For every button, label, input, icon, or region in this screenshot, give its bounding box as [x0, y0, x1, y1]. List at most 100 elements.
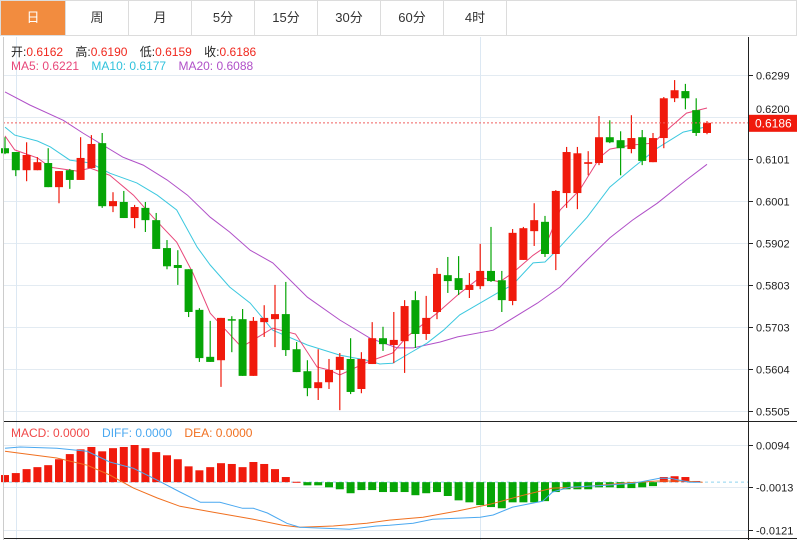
candle-body — [616, 140, 625, 149]
candle — [249, 317, 258, 376]
candle — [562, 146, 571, 208]
candle — [87, 135, 96, 169]
ma-readout: MA5: 0.6221 MA10: 0.6177 MA20: 0.6088 — [11, 59, 253, 73]
candle-body — [562, 152, 571, 194]
candle-body — [227, 319, 236, 321]
macd-bar — [249, 462, 258, 483]
macd-bar — [346, 482, 355, 494]
candle — [130, 204, 139, 229]
macd-bar — [335, 482, 344, 490]
macd-bar — [433, 482, 441, 493]
price-axis-label: 0.5902 — [756, 239, 790, 251]
tab-30min[interactable]: 30分 — [318, 1, 381, 35]
macd-bar — [22, 469, 31, 483]
candle-body — [541, 221, 549, 255]
candle-body — [55, 171, 63, 188]
candle — [238, 309, 247, 376]
macd-bar — [400, 482, 409, 493]
candle — [314, 349, 323, 400]
candle-body — [400, 306, 409, 342]
macd-bar — [454, 482, 463, 501]
candle-body — [638, 137, 647, 161]
candle-body — [530, 220, 539, 232]
candle — [389, 311, 398, 364]
candle — [271, 284, 279, 348]
candle-body — [670, 90, 679, 99]
tab-4hour[interactable]: 4时 — [444, 1, 507, 35]
macd-bar — [314, 482, 323, 486]
macd-bar — [76, 449, 85, 483]
candle — [109, 192, 117, 213]
candle — [616, 131, 625, 176]
candle-body — [443, 275, 452, 282]
macd-bar — [325, 482, 333, 488]
candle-body — [433, 273, 441, 312]
macd-bar — [119, 446, 128, 483]
tab-day[interactable]: 日 — [1, 1, 66, 35]
candle-body — [314, 382, 323, 389]
macd-bar — [260, 463, 269, 483]
macd-bar — [422, 482, 431, 494]
tab-5min[interactable]: 5分 — [192, 1, 255, 35]
candle-body — [163, 248, 171, 267]
macd-bar — [65, 454, 74, 483]
macd-bar — [443, 482, 452, 496]
candle — [627, 115, 636, 154]
ohlc-readout: 开:0.6162 高:0.6190 低:0.6159 收:0.6186 — [11, 43, 265, 60]
tab-15min[interactable]: 15分 — [255, 1, 318, 35]
candle-body — [33, 162, 42, 171]
candle-body — [551, 190, 560, 255]
macd-bar — [508, 482, 517, 503]
tab-60min[interactable]: 60分 — [381, 1, 444, 35]
candle-body — [87, 143, 96, 169]
macd-bar — [238, 467, 247, 483]
candle — [692, 98, 701, 136]
candle — [195, 308, 204, 362]
macd-bar — [227, 463, 236, 483]
candle — [400, 300, 409, 373]
macd-bar — [465, 482, 474, 503]
candle — [303, 360, 312, 397]
macd-bar — [627, 482, 636, 489]
candle-body — [595, 137, 603, 164]
close-value: 0.6186 — [219, 45, 257, 59]
candle-body — [659, 98, 668, 139]
candle-body — [519, 228, 528, 260]
macd-bar — [173, 459, 182, 483]
candle-body — [44, 163, 53, 188]
tab-month[interactable]: 月 — [129, 1, 192, 35]
candle-body — [119, 201, 128, 219]
candle-body — [497, 280, 506, 301]
macd-bar — [292, 481, 301, 483]
macd-axis-label: -0.0121 — [756, 526, 793, 538]
macd-bar — [562, 482, 571, 490]
macd-bar — [681, 477, 690, 483]
candle — [595, 116, 603, 166]
macd-bar — [595, 482, 603, 488]
candle — [433, 267, 441, 320]
macd-bar — [497, 482, 506, 509]
macd-bar — [368, 482, 377, 491]
macd-bar — [98, 451, 107, 483]
candle — [508, 229, 517, 306]
candle — [65, 168, 74, 189]
low-value: 0.6159 — [155, 45, 192, 59]
macd-readout: MACD: 0.0000 DIFF: 0.0000 DEA: 0.0000 — [11, 426, 252, 440]
candle-body — [65, 170, 74, 180]
macd-bar — [573, 482, 582, 490]
candle-body — [681, 91, 690, 99]
macd-bar — [616, 482, 625, 489]
candle-body — [130, 207, 139, 219]
macd-bar — [184, 466, 193, 483]
candle — [217, 317, 225, 387]
tab-week[interactable]: 周 — [66, 1, 129, 35]
candle-body — [346, 358, 355, 392]
candle — [368, 322, 377, 365]
low-label: 低: — [139, 45, 156, 59]
candle — [346, 338, 355, 395]
macd-bar — [584, 482, 593, 490]
macd-value: MACD: 0.0000 — [11, 426, 90, 440]
candle — [681, 83, 690, 110]
macd-bar — [411, 482, 420, 496]
